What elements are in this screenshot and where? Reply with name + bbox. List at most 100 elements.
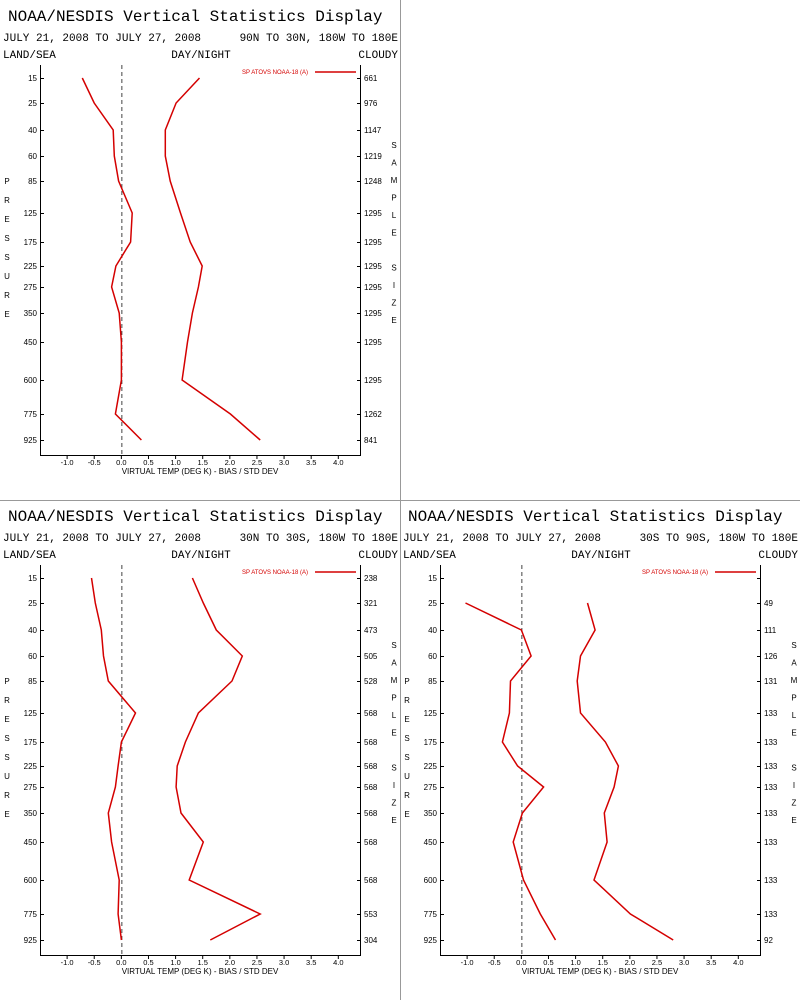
x-tick-label: 3.5: [306, 958, 316, 967]
y-tick-label: 175: [424, 738, 438, 747]
x-tick-label: 2.0: [625, 958, 635, 967]
land-sea: LAND/SEA: [3, 550, 56, 562]
x-tick-label: 0.0: [116, 458, 126, 467]
x-tick-label: 2.5: [652, 958, 662, 967]
x-tick-label: 3.5: [706, 958, 716, 967]
y-tick-label: 600: [24, 876, 38, 885]
std-dev-line: [164, 77, 261, 441]
sample-size-label: 1248: [364, 177, 382, 186]
y-tick-label: 275: [24, 283, 38, 292]
sample-size-label: 1262: [364, 410, 382, 419]
y-tick-label: 25: [428, 599, 437, 608]
y-tick-label: 125: [24, 209, 38, 218]
sample-size-label: 133: [764, 910, 778, 919]
x-tick-label: 1.5: [197, 458, 207, 467]
sample-size-label: 568: [364, 876, 378, 885]
sample-size-label: 1295: [364, 283, 382, 292]
y-tick-label: 350: [24, 309, 38, 318]
bias-line: [81, 77, 142, 441]
std-dev-line: [175, 577, 262, 941]
y-tick-label: 25: [28, 99, 37, 108]
sample-size-label: 976: [364, 99, 378, 108]
y-tick-label: 925: [24, 936, 38, 945]
y-tick-label: 15: [28, 74, 37, 83]
sample-size-label: 505: [364, 652, 378, 661]
x-tick-label: 2.0: [225, 958, 235, 967]
sample-size-label: 238: [364, 574, 378, 583]
y-tick-label: 175: [24, 738, 38, 747]
panel-title: NOAA/NESDIS Vertical Statistics Display: [8, 508, 383, 526]
x-tick-label: 3.0: [679, 958, 689, 967]
x-tick-label: 4.0: [333, 458, 343, 467]
cloudy: CLOUDY: [758, 550, 798, 562]
y-tick-label: 600: [424, 876, 438, 885]
x-axis-label: VIRTUAL TEMP (DEG K) - BIAS / STD DEV: [522, 967, 679, 976]
sample-size-label: 133: [764, 762, 778, 771]
sample-size-label: 1295: [364, 209, 382, 218]
x-tick-label: 0.0: [116, 958, 126, 967]
panel-title: NOAA/NESDIS Vertical Statistics Display: [408, 508, 783, 526]
sample-size-label: 1295: [364, 238, 382, 247]
y-tick-label: 350: [24, 809, 38, 818]
y-tick-label: 60: [28, 652, 37, 661]
sample-size-label: 111: [764, 626, 777, 635]
sample-size-label: 1295: [364, 338, 382, 347]
legend-label: SP ATOVS NOAA-18 (A): [242, 570, 308, 576]
bias-line: [90, 577, 137, 941]
sample-size-label: 133: [764, 709, 778, 718]
y-tick-label: 40: [28, 126, 37, 135]
sample-size-label: 131: [764, 677, 778, 686]
sample-size-label: 133: [764, 738, 778, 747]
legend-label: SP ATOVS NOAA-18 (A): [642, 570, 708, 576]
sample-size-label: 49: [764, 599, 773, 608]
y2-axis-label: SAMPLE SIZE: [790, 641, 799, 834]
panel-title: NOAA/NESDIS Vertical Statistics Display: [8, 8, 383, 26]
y-tick-label: 450: [24, 838, 38, 847]
x-tick-label: 4.0: [733, 958, 743, 967]
x-tick-label: 1.5: [197, 958, 207, 967]
x-tick-label: 1.0: [170, 458, 180, 467]
y-tick-label: 775: [24, 910, 38, 919]
x-tick-label: 0.5: [543, 958, 553, 967]
y-tick-label: 225: [424, 762, 438, 771]
x-axis-label: VIRTUAL TEMP (DEG K) - BIAS / STD DEV: [122, 967, 279, 976]
x-tick-label: 1.0: [170, 958, 180, 967]
sample-size-label: 528: [364, 677, 378, 686]
sample-size-label: 553: [364, 910, 378, 919]
sample-size-label: 1295: [364, 262, 382, 271]
y-tick-label: 60: [28, 152, 37, 161]
x-tick-label: 2.0: [225, 458, 235, 467]
x-tick-label: -1.0: [61, 458, 74, 467]
y-tick-label: 450: [424, 838, 438, 847]
bias-line: [465, 602, 557, 941]
date-range: JULY 21, 2008 TO JULY 27, 2008: [3, 33, 201, 45]
y-tick-label: 925: [424, 936, 438, 945]
sample-size-label: 661: [364, 74, 378, 83]
sample-size-label: 92: [764, 936, 773, 945]
date-range: JULY 21, 2008 TO JULY 27, 2008: [403, 533, 601, 545]
y-tick-label: 225: [24, 262, 38, 271]
sample-size-label: 841: [364, 436, 378, 445]
y-tick-label: 40: [28, 626, 37, 635]
cloudy: CLOUDY: [358, 50, 398, 62]
y-axis-label: PRESSURE: [3, 177, 12, 329]
sample-size-label: 568: [364, 783, 378, 792]
y-tick-label: 600: [24, 376, 38, 385]
x-tick-label: -0.5: [88, 458, 101, 467]
y-tick-label: 125: [24, 709, 38, 718]
y-tick-label: 85: [28, 177, 37, 186]
day-night: DAY/NIGHT: [571, 550, 631, 562]
sample-size-label: 304: [364, 936, 378, 945]
region: 90N TO 30N, 180W TO 180E: [240, 33, 399, 45]
x-axis-label: VIRTUAL TEMP (DEG K) - BIAS / STD DEV: [122, 467, 279, 476]
x-tick-label: -0.5: [88, 958, 101, 967]
y-tick-label: 775: [424, 910, 438, 919]
x-tick-label: -1.0: [61, 958, 74, 967]
x-tick-label: 1.5: [597, 958, 607, 967]
y-tick-label: 15: [28, 574, 37, 583]
y-tick-label: 15: [428, 574, 437, 583]
y-tick-label: 225: [24, 762, 38, 771]
x-tick-label: 2.5: [252, 458, 262, 467]
x-tick-label: 4.0: [333, 958, 343, 967]
